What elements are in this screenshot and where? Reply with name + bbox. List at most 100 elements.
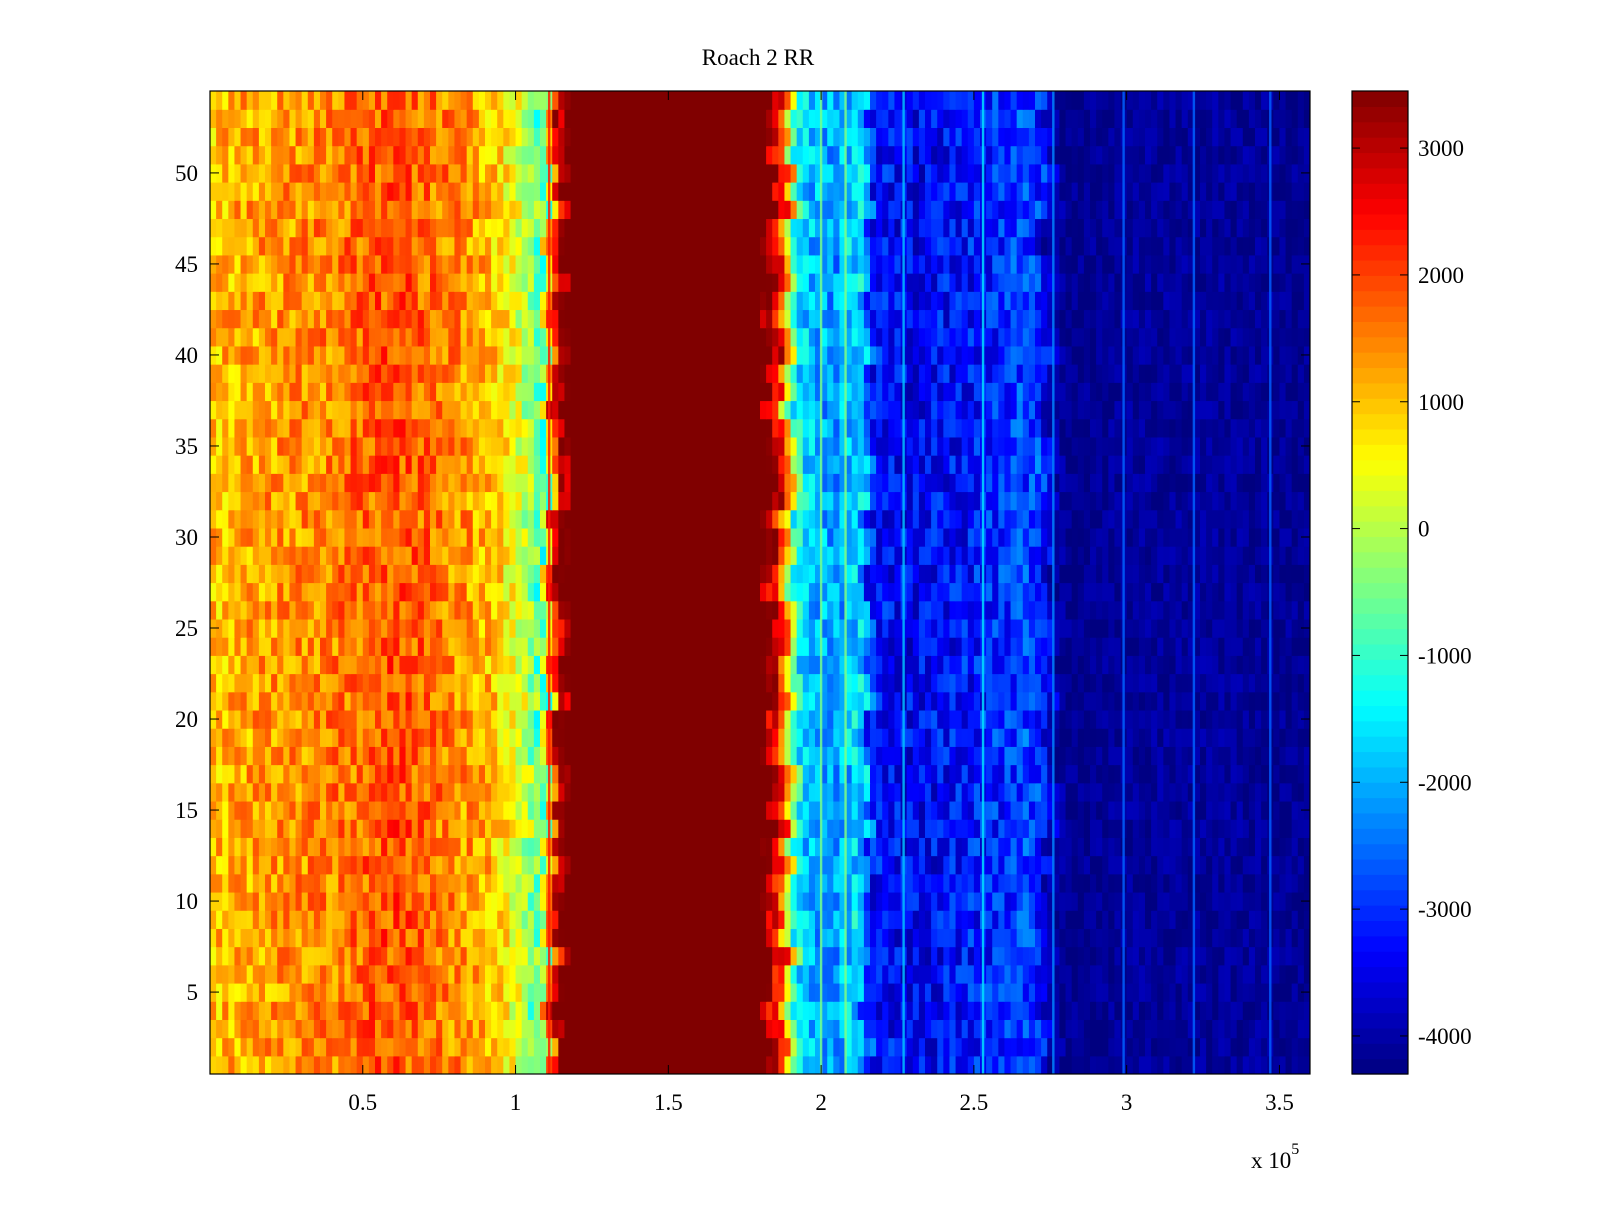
heatmap-cell: [454, 873, 462, 893]
heatmap-cell: [552, 709, 559, 729]
heatmap-cell: [1224, 982, 1232, 1002]
heatmap-cell: [1303, 746, 1310, 766]
heatmap-cell: [570, 855, 578, 875]
heatmap-cell: [423, 855, 431, 875]
heatmap-cell: [986, 728, 993, 747]
heatmap-cell: [387, 1055, 394, 1074]
heatmap-cell: [815, 1037, 822, 1057]
heatmap-cell: [454, 673, 462, 693]
heatmap-cell: [1218, 837, 1226, 857]
heatmap-cell: [228, 837, 236, 857]
heatmap-cell: [1291, 782, 1299, 802]
heatmap-cell: [1279, 728, 1287, 747]
heatmap-cell: [1132, 910, 1140, 929]
heatmap-cell: [460, 873, 468, 893]
heatmap-cell: [1273, 964, 1281, 984]
heatmap-cell: [656, 673, 663, 693]
heatmap-cell: [1169, 746, 1177, 766]
heatmap-cell: [271, 1001, 278, 1020]
heatmap-cell: [857, 582, 865, 602]
heatmap-cell: [1163, 600, 1171, 620]
heatmap-cell: [387, 855, 394, 875]
heatmap-cell: [931, 764, 938, 784]
heatmap-cell: [222, 582, 229, 602]
heatmap-cell: [277, 618, 284, 638]
heatmap-cell: [998, 819, 1006, 838]
heatmap-cell: [949, 964, 957, 984]
heatmap-cell: [698, 910, 706, 929]
heatmap-cell: [1206, 1055, 1213, 1074]
heatmap-cell: [1261, 600, 1268, 620]
heatmap-cell: [442, 782, 449, 802]
heatmap-cell: [662, 655, 669, 675]
heatmap-cell: [503, 582, 511, 602]
heatmap-cell: [1016, 709, 1024, 729]
heatmap-cell: [423, 837, 431, 857]
heatmap-cell: [772, 600, 779, 620]
heatmap-cell: [961, 655, 969, 675]
heatmap-cell: [405, 1055, 413, 1074]
heatmap-cell: [1285, 837, 1293, 857]
heatmap-cell: [338, 946, 346, 966]
heatmap-cell: [1035, 600, 1042, 620]
heatmap-cell: [870, 746, 877, 766]
heatmap-cell: [833, 928, 841, 948]
heatmap-cell: [943, 891, 951, 911]
heatmap-cell: [552, 928, 559, 948]
heatmap-cell: [729, 691, 737, 711]
heatmap-cell: [1193, 746, 1201, 766]
heatmap-cell: [729, 910, 737, 929]
heatmap-cell: [497, 1055, 504, 1074]
heatmap-cell: [766, 800, 773, 820]
heatmap-cell: [753, 582, 761, 602]
heatmap-cell: [753, 982, 761, 1002]
heatmap-cell: [1224, 1037, 1232, 1057]
heatmap-cell: [723, 982, 731, 1002]
heatmap-cell: [240, 764, 248, 784]
heatmap-cell: [326, 946, 333, 966]
heatmap-cell: [827, 1055, 834, 1074]
heatmap-cell: [1224, 673, 1232, 693]
heatmap-cell: [521, 1019, 529, 1039]
heatmap-cell: [1065, 782, 1073, 802]
heatmap-cell: [576, 764, 584, 784]
heatmap-cell: [1273, 928, 1281, 948]
heatmap-cell: [1108, 782, 1116, 802]
heatmap-cell: [637, 782, 645, 802]
heatmap-cell: [1053, 891, 1061, 911]
heatmap-cell: [656, 1037, 663, 1057]
heatmap-cell: [595, 946, 602, 966]
heatmap-cell: [491, 655, 498, 675]
heatmap-cell: [680, 946, 688, 966]
heatmap-cell: [1059, 673, 1067, 693]
heatmap-cell: [320, 1001, 327, 1020]
heatmap-cell: [992, 982, 999, 1002]
heatmap-cell: [1114, 673, 1122, 693]
heatmap-cell: [558, 764, 566, 784]
heatmap-cell: [430, 600, 437, 620]
heatmap-cell: [1102, 1001, 1109, 1020]
heatmap-cell: [307, 1001, 315, 1020]
heatmap-cell: [503, 819, 511, 838]
heatmap-cell: [240, 1037, 248, 1057]
heatmap-cell: [228, 673, 236, 693]
heatmap-cell: [1261, 1001, 1268, 1020]
heatmap-cell: [411, 819, 419, 838]
heatmap-cell: [692, 819, 700, 838]
heatmap-cell: [246, 910, 254, 929]
heatmap-cell: [1016, 819, 1024, 838]
heatmap-cell: [723, 1019, 731, 1039]
heatmap-cell: [1053, 1019, 1061, 1039]
heatmap-cell: [619, 655, 627, 675]
heatmap-cell: [246, 582, 254, 602]
heatmap-cell: [760, 855, 767, 875]
heatmap-cell: [760, 764, 767, 784]
heatmap-cell: [503, 673, 511, 693]
heatmap-cell: [918, 928, 926, 948]
heatmap-cell: [668, 800, 676, 820]
heatmap-cell: [320, 982, 327, 1002]
heatmap-cell: [1096, 1055, 1103, 1074]
heatmap-cell: [313, 946, 321, 966]
heatmap-cell: [986, 764, 993, 784]
heatmap-cell: [925, 782, 932, 802]
